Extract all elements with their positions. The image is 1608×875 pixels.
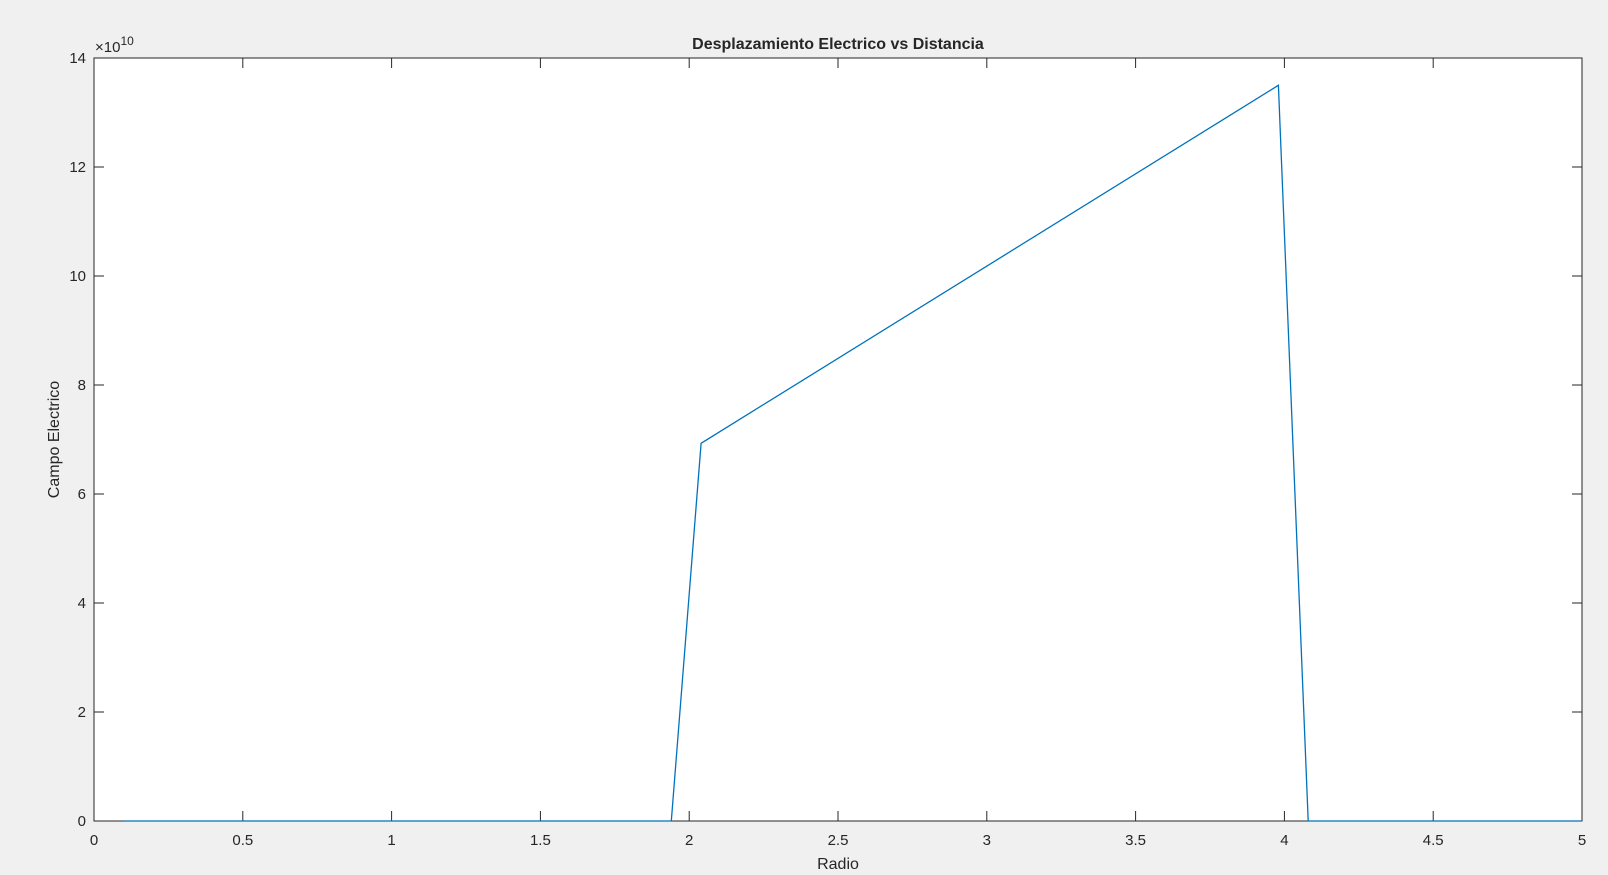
y-tick-label: 0 (78, 813, 86, 830)
x-tick-label: 1.5 (530, 832, 551, 849)
y-tick-labels: 0 2 4 6 8 10 12 14 (69, 50, 86, 830)
series-layer (123, 84, 1582, 822)
y-axis-label: Campo Electrico (46, 381, 63, 498)
y-tick-label: 6 (78, 486, 86, 503)
y-exponent-label: ×1010 (95, 34, 134, 56)
y-tick-label: 2 (78, 704, 86, 721)
axes-box (93, 57, 1583, 822)
y-tick-label: 14 (69, 50, 86, 67)
x-tick-label: 5 (1578, 832, 1586, 849)
x-tick-label: 4 (1280, 832, 1288, 849)
x-tick-label: 3 (983, 832, 991, 849)
x-tick-label: 3.5 (1125, 832, 1146, 849)
x-tick-label: 2.5 (828, 832, 849, 849)
plot-area (94, 58, 1582, 821)
x-tick-label: 0.5 (232, 832, 253, 849)
x-tick-label: 1 (387, 832, 395, 849)
series-line (123, 84, 1582, 822)
y-exponent-base: ×10 (95, 39, 120, 56)
x-tick-label: 4.5 (1423, 832, 1444, 849)
y-tick-label: 12 (69, 159, 86, 176)
y-tick-label: 8 (78, 377, 86, 394)
y-tick-label: 10 (69, 268, 86, 285)
x-axis-label: Radio (817, 856, 859, 873)
y-exponent-power: 10 (120, 34, 134, 48)
chart-title: Desplazamiento Electrico vs Distancia (692, 36, 984, 53)
x-tick-labels: 0 0.5 1 1.5 2 2.5 3 3.5 4 4.5 5 (90, 832, 1586, 849)
x-tick-label: 2 (685, 832, 693, 849)
x-tick-label: 0 (90, 832, 98, 849)
y-tick-label: 4 (78, 595, 86, 612)
